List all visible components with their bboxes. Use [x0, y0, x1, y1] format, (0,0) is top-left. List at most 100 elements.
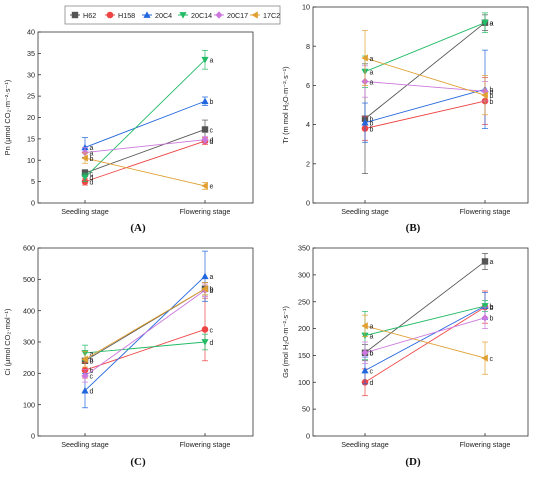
series-h62: ba: [361, 253, 494, 362]
legend-item-h62: H62: [70, 11, 96, 20]
significance-letter: e: [210, 184, 214, 191]
significance-letter: a: [90, 357, 94, 364]
significance-letter: b: [210, 288, 214, 295]
x-tick-label: Seedling stage: [341, 440, 389, 449]
data-point: [201, 339, 209, 346]
y-tick-label: 150: [298, 351, 310, 360]
series-20c14: aa: [361, 12, 494, 88]
y-tick-label: 25: [27, 92, 35, 101]
x-tick-label: Seedling stage: [61, 207, 109, 216]
significance-letter: d: [210, 139, 214, 146]
significance-letter: a: [90, 145, 94, 152]
series-20c14: ad: [81, 333, 214, 362]
significance-letter: b: [490, 93, 494, 100]
series-20c4: ab: [81, 96, 214, 158]
y-tick-label: 0: [306, 432, 310, 441]
series-line: [84, 288, 206, 360]
chart-panel-d: 0 50 100 150 200 250 300 350 Seedling stage Flowe…: [281, 244, 529, 468]
y-tick-label: 35: [27, 49, 35, 58]
legend-marker: [106, 11, 114, 19]
series-line: [84, 100, 206, 148]
series-20c17: bb: [361, 306, 494, 364]
legend-marker: [215, 11, 223, 19]
significance-letter: b: [370, 351, 374, 358]
legend-label: 20C17: [227, 11, 248, 20]
data-point: [81, 143, 89, 151]
y-tick-label: 350: [298, 244, 310, 253]
y-tick-label: 0: [306, 199, 310, 208]
y-tick-label: 300: [23, 338, 35, 347]
series-line: [364, 22, 486, 120]
data-point: [361, 366, 369, 374]
data-point: [81, 372, 89, 380]
significance-letter: b: [490, 316, 494, 323]
significance-letter: b: [210, 99, 214, 106]
y-tick-label: 50: [302, 405, 310, 414]
y-axis-label: Tr (m mol H₂O·m⁻²·s⁻¹): [281, 66, 290, 143]
x-tick-label: Flowering stage: [180, 207, 231, 216]
series-line: [364, 81, 486, 92]
data-point: [481, 314, 489, 322]
series-line: [364, 305, 486, 336]
data-point: [481, 258, 489, 265]
data-point: [481, 354, 488, 362]
data-point: [201, 97, 209, 105]
panel-label: (C): [130, 456, 146, 468]
legend-marker: [143, 11, 151, 18]
y-tick-label: 20: [27, 113, 35, 122]
y-tick-label: 10: [302, 3, 310, 12]
chart-panel-b: 0 2 4 6 8 10 Seedling stage Flowering stage Tr (…: [281, 3, 529, 234]
significance-letter: d: [210, 340, 214, 347]
y-axis-label: Ci (μmol CO₂·mol⁻¹): [3, 309, 12, 376]
legend-label: H62: [83, 11, 96, 20]
data-point: [361, 322, 368, 330]
legend-marker: [179, 12, 187, 19]
series-line: [84, 329, 206, 371]
significance-letter: a: [370, 56, 374, 63]
series-line: [84, 289, 206, 377]
plot-frame: [312, 247, 529, 437]
series-line: [364, 22, 486, 73]
y-tick-label: 8: [306, 42, 310, 51]
series-20c4: cb: [361, 292, 494, 385]
series-line: [364, 261, 486, 354]
significance-letter: b: [490, 99, 494, 106]
y-axis-label: Gs (mol H₂O·m⁻²·s⁻¹): [281, 306, 290, 378]
significance-letter: a: [370, 79, 374, 86]
y-tick-label: 250: [298, 297, 310, 306]
series-line: [84, 129, 206, 174]
significance-letter: c: [490, 356, 494, 363]
series-17c2: ab: [361, 30, 494, 116]
legend-frame: [64, 5, 281, 25]
series-line: [364, 305, 486, 371]
significance-letter: b: [370, 120, 374, 127]
significance-letter: d: [210, 138, 214, 145]
y-tick-label: 15: [27, 134, 35, 143]
significance-letter: d: [90, 175, 94, 182]
plot-frame: [312, 6, 529, 204]
series-h158: db: [361, 290, 494, 397]
y-tick-label: 40: [27, 28, 35, 37]
series-17c2: be: [81, 152, 214, 191]
significance-letter: b: [210, 287, 214, 294]
series-20c4: bb: [361, 49, 494, 143]
significance-letter: b: [370, 117, 374, 124]
significance-letter: b: [490, 304, 494, 311]
significance-letter: a: [370, 333, 374, 340]
series-20c17: ad: [81, 135, 214, 159]
series-20c14: da: [81, 50, 214, 182]
legend-item-20c14: 20C14: [178, 11, 212, 20]
significance-letter: c: [370, 368, 374, 375]
series-17c2: ac: [361, 314, 494, 375]
significance-letter: b: [490, 87, 494, 94]
y-tick-label: 200: [23, 369, 35, 378]
significance-letter: b: [90, 359, 94, 366]
legend-item-h158: H158: [105, 11, 135, 20]
y-tick-label: 10: [27, 156, 35, 165]
significance-letter: a: [370, 69, 374, 76]
series-line: [364, 306, 486, 383]
data-point: [201, 285, 208, 293]
x-tick-label: Flowering stage: [180, 440, 231, 449]
data-point: [361, 54, 368, 62]
